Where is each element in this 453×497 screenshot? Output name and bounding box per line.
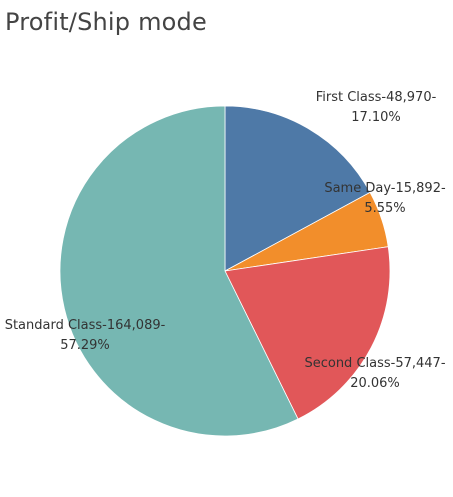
pie-slice-first-class[interactable] xyxy=(224,105,371,272)
slice-label-standard-class-value: Standard Class-164,089- xyxy=(5,318,166,333)
slice-label-same-day-value: Same Day-15,892- xyxy=(324,181,446,196)
slice-label-second-class-value: Second Class-57,447- xyxy=(304,356,445,371)
pie-slice-second-class[interactable] xyxy=(224,246,391,420)
pie-labels: First Class-48,970- 17.10% Same Day-15,892… xyxy=(5,90,446,391)
pie-slice-standard-class[interactable] xyxy=(59,105,299,437)
pie-slices xyxy=(59,105,391,437)
slice-label-standard-class-percent: 57.29% xyxy=(60,338,110,353)
slice-label-first-class-percent: 17.10% xyxy=(351,110,401,125)
chart-title: Profit/Ship mode xyxy=(5,8,207,36)
slice-label-first-class-value: First Class-48,970- xyxy=(316,90,437,105)
slice-label-second-class-percent: 20.06% xyxy=(350,376,400,391)
slice-label-same-day-percent: 5.55% xyxy=(364,201,405,216)
